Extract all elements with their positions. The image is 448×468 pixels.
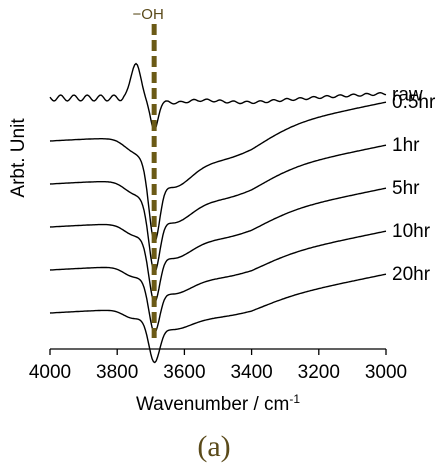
series-line-raw bbox=[49, 62, 387, 131]
series-label-raw: raw bbox=[392, 85, 423, 106]
x-tick-label: 3800 bbox=[96, 362, 138, 383]
series-label-20hr: 20hr bbox=[392, 264, 431, 285]
x-tick-label: 3600 bbox=[163, 362, 205, 383]
series-label-1hr: 1hr bbox=[392, 135, 420, 156]
series-line-1hr bbox=[49, 144, 387, 273]
x-tick-label: 4000 bbox=[29, 362, 71, 383]
series-line-5hr bbox=[49, 187, 387, 304]
x-axis-label: Wavenumber / cm-1 bbox=[136, 392, 300, 415]
x-axis-label-text: Wavenumber / cm bbox=[136, 394, 289, 415]
x-tick-label: 3200 bbox=[298, 362, 340, 383]
series-line-0.5hr bbox=[49, 101, 387, 243]
x-axis-label-superscript: -1 bbox=[289, 392, 300, 406]
series-line-20hr bbox=[49, 273, 387, 364]
series-label-10hr: 10hr bbox=[392, 221, 431, 242]
series-label-5hr: 5hr bbox=[392, 178, 420, 199]
series-line-10hr bbox=[49, 230, 387, 334]
x-tick-label: 3000 bbox=[365, 362, 407, 383]
x-tick-label: 3400 bbox=[230, 362, 272, 383]
panel-label: (a) bbox=[197, 430, 230, 463]
y-axis-label: Arbt. Unit bbox=[8, 118, 29, 198]
series-label-0.5hr: 0.5hr bbox=[392, 92, 436, 113]
oh-annotation: −OH bbox=[133, 6, 164, 23]
x-ticks: 4000 3800 3600 3400 3200 3000 bbox=[29, 349, 407, 383]
